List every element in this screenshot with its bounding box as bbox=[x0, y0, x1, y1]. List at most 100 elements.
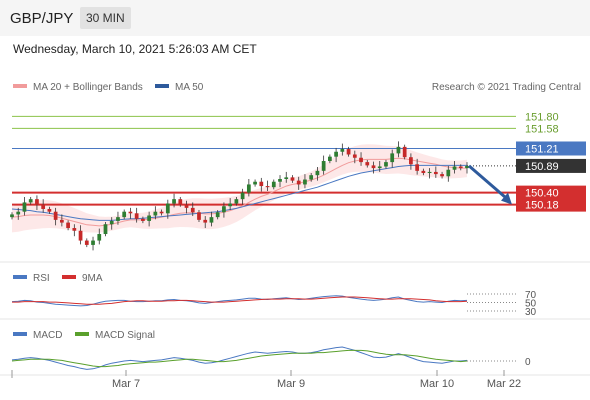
level-label-4: 150.40 bbox=[525, 188, 559, 200]
candle bbox=[390, 153, 395, 163]
bollinger-band bbox=[12, 144, 467, 233]
candle bbox=[384, 162, 388, 167]
x-tick-label: Mar 10 bbox=[420, 378, 454, 390]
candle bbox=[72, 228, 77, 231]
rsi-level-label: 30 bbox=[525, 307, 537, 318]
candle bbox=[458, 166, 463, 169]
candle bbox=[184, 204, 189, 208]
level-label-2: 151.21 bbox=[525, 143, 559, 155]
candle bbox=[109, 220, 114, 225]
candle bbox=[259, 181, 264, 187]
level-label-3: 150.89 bbox=[525, 161, 559, 173]
candle bbox=[328, 156, 332, 162]
ma50-line bbox=[11, 164, 467, 221]
candle bbox=[440, 174, 444, 177]
macd-legend-label: MACD bbox=[33, 330, 62, 341]
candle bbox=[197, 212, 201, 220]
header-bar: GBP/JPY 30 MIN bbox=[0, 0, 590, 36]
macd-zero-label: 0 bbox=[525, 357, 531, 368]
candle bbox=[303, 179, 307, 185]
candle bbox=[53, 211, 58, 220]
candle bbox=[172, 199, 176, 204]
candle bbox=[284, 177, 289, 179]
candle bbox=[365, 162, 370, 166]
level-box-4 bbox=[516, 185, 586, 200]
candle bbox=[159, 211, 164, 214]
rsi-legend-swatch bbox=[13, 275, 27, 279]
level-label-0: 151.80 bbox=[525, 111, 559, 123]
candle bbox=[446, 169, 451, 177]
ma50-legend-swatch bbox=[155, 84, 169, 88]
candle bbox=[78, 230, 83, 241]
candle bbox=[427, 171, 432, 174]
rsi-line bbox=[11, 295, 468, 307]
candle bbox=[116, 217, 120, 221]
macd-signal-legend-swatch bbox=[75, 332, 89, 336]
candle bbox=[190, 207, 195, 213]
candle bbox=[153, 211, 158, 216]
candle bbox=[296, 180, 301, 185]
candle bbox=[134, 213, 139, 219]
level-box-2 bbox=[516, 141, 586, 156]
candle bbox=[41, 204, 46, 209]
candle bbox=[215, 212, 220, 218]
candle bbox=[209, 217, 214, 223]
candle bbox=[309, 175, 314, 180]
candle bbox=[128, 211, 133, 214]
x-axis: Mar 7 Mar 9 Mar 10 Mar 22 bbox=[11, 370, 521, 390]
candle bbox=[371, 165, 376, 169]
candle bbox=[35, 199, 39, 205]
candle bbox=[346, 149, 351, 155]
candle bbox=[47, 208, 52, 212]
candle bbox=[203, 219, 208, 223]
candle bbox=[103, 224, 108, 235]
candle bbox=[240, 192, 245, 200]
candle bbox=[147, 215, 151, 221]
forecast-arrow bbox=[468, 164, 509, 201]
candle bbox=[141, 218, 145, 221]
candle bbox=[66, 222, 70, 229]
candle bbox=[10, 214, 14, 218]
candle bbox=[465, 165, 469, 169]
candle bbox=[315, 170, 320, 176]
candle bbox=[59, 219, 64, 223]
candle bbox=[234, 199, 239, 204]
candle bbox=[433, 171, 438, 175]
rsi-level-label: 70 bbox=[525, 290, 537, 301]
macd-panel: 0 bbox=[11, 346, 531, 370]
candle bbox=[321, 161, 326, 171]
timeframe-button[interactable]: 30 MIN bbox=[80, 7, 131, 29]
candle bbox=[253, 181, 257, 185]
candle bbox=[265, 186, 270, 188]
candle bbox=[402, 146, 407, 158]
candle bbox=[22, 202, 27, 212]
rsi-ma-legend-swatch bbox=[62, 275, 76, 279]
macd-legend-swatch bbox=[13, 332, 27, 336]
candle bbox=[452, 166, 457, 170]
level-box-3 bbox=[516, 158, 586, 173]
candle bbox=[340, 149, 345, 152]
x-tick-label: Mar 9 bbox=[277, 378, 305, 390]
candle bbox=[352, 154, 357, 158]
candle bbox=[91, 240, 95, 245]
level-label-1: 151.58 bbox=[525, 123, 559, 135]
rsi-legend-label: RSI bbox=[33, 273, 50, 284]
candle bbox=[359, 157, 363, 163]
candle bbox=[271, 181, 276, 188]
candle bbox=[246, 184, 251, 193]
candle bbox=[415, 164, 420, 171]
forecast-arrowhead bbox=[501, 192, 512, 205]
candle bbox=[84, 240, 89, 245]
candle bbox=[178, 199, 183, 205]
macd-signal-line bbox=[11, 349, 468, 368]
candle bbox=[290, 177, 295, 181]
candle bbox=[377, 166, 382, 169]
x-tick-label: Mar 22 bbox=[487, 378, 521, 390]
macd-signal-legend-label: MACD Signal bbox=[95, 330, 155, 341]
candle bbox=[165, 203, 170, 214]
candle bbox=[222, 206, 226, 213]
candle bbox=[396, 146, 401, 154]
x-tick-label: Mar 7 bbox=[112, 378, 140, 390]
